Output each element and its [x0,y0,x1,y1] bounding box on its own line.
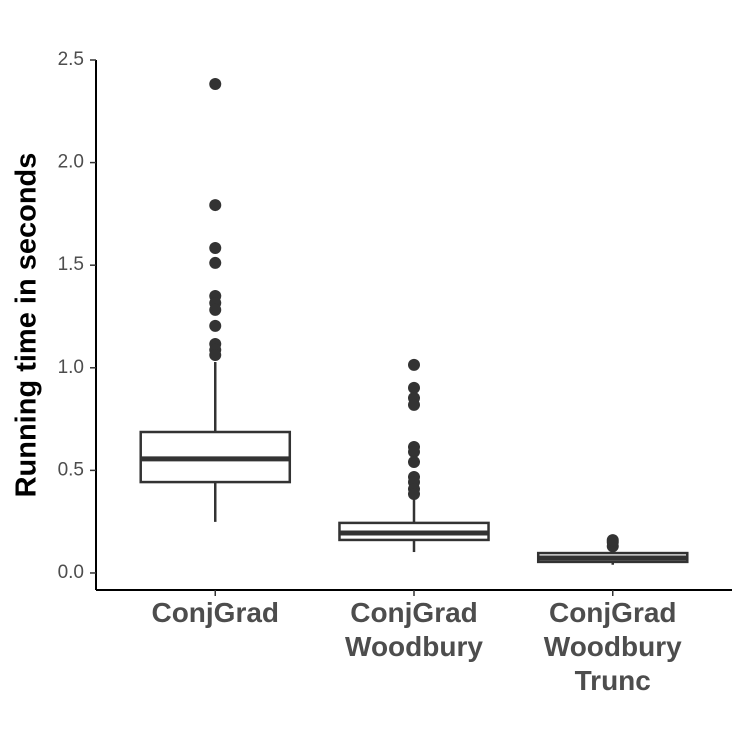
outlier [408,445,420,458]
y-tick-label: 2.5 [58,49,84,70]
outlier [209,256,222,269]
outlier [209,241,222,254]
x-tick-label-line: ConjGrad [350,597,478,628]
y-tick-label: 0.0 [58,562,84,583]
x-tick-label: ConjGrad [151,597,279,628]
x-tick-label: ConjGrad Woodbury [345,597,483,662]
y-tick-label: 1.5 [58,254,84,275]
outlier [408,487,420,500]
y-tick-label: 0.5 [58,459,84,480]
outlier [209,319,222,332]
y-tick-label: 2.0 [58,152,84,173]
outlier [209,199,222,212]
x-tick-label-line: Woodbury [345,631,483,662]
x-tick-label-line: Trunc [575,665,651,696]
outlier [408,381,420,394]
x-tick-label-line: Woodbury [544,631,682,662]
outlier [408,358,420,371]
outlier [209,78,222,91]
x-tick-label: ConjGrad Woodbury Trunc [544,597,682,696]
x-tick-label-line: ConjGrad [549,597,677,628]
y-axis-label: Running time in seconds [11,153,43,498]
outlier [209,303,222,316]
outlier [209,349,222,362]
outlier [408,455,420,468]
outlier [606,534,619,547]
x-tick-label-line: ConjGrad [151,597,279,628]
y-tick-label: 1.0 [58,357,84,378]
outlier [408,398,420,411]
